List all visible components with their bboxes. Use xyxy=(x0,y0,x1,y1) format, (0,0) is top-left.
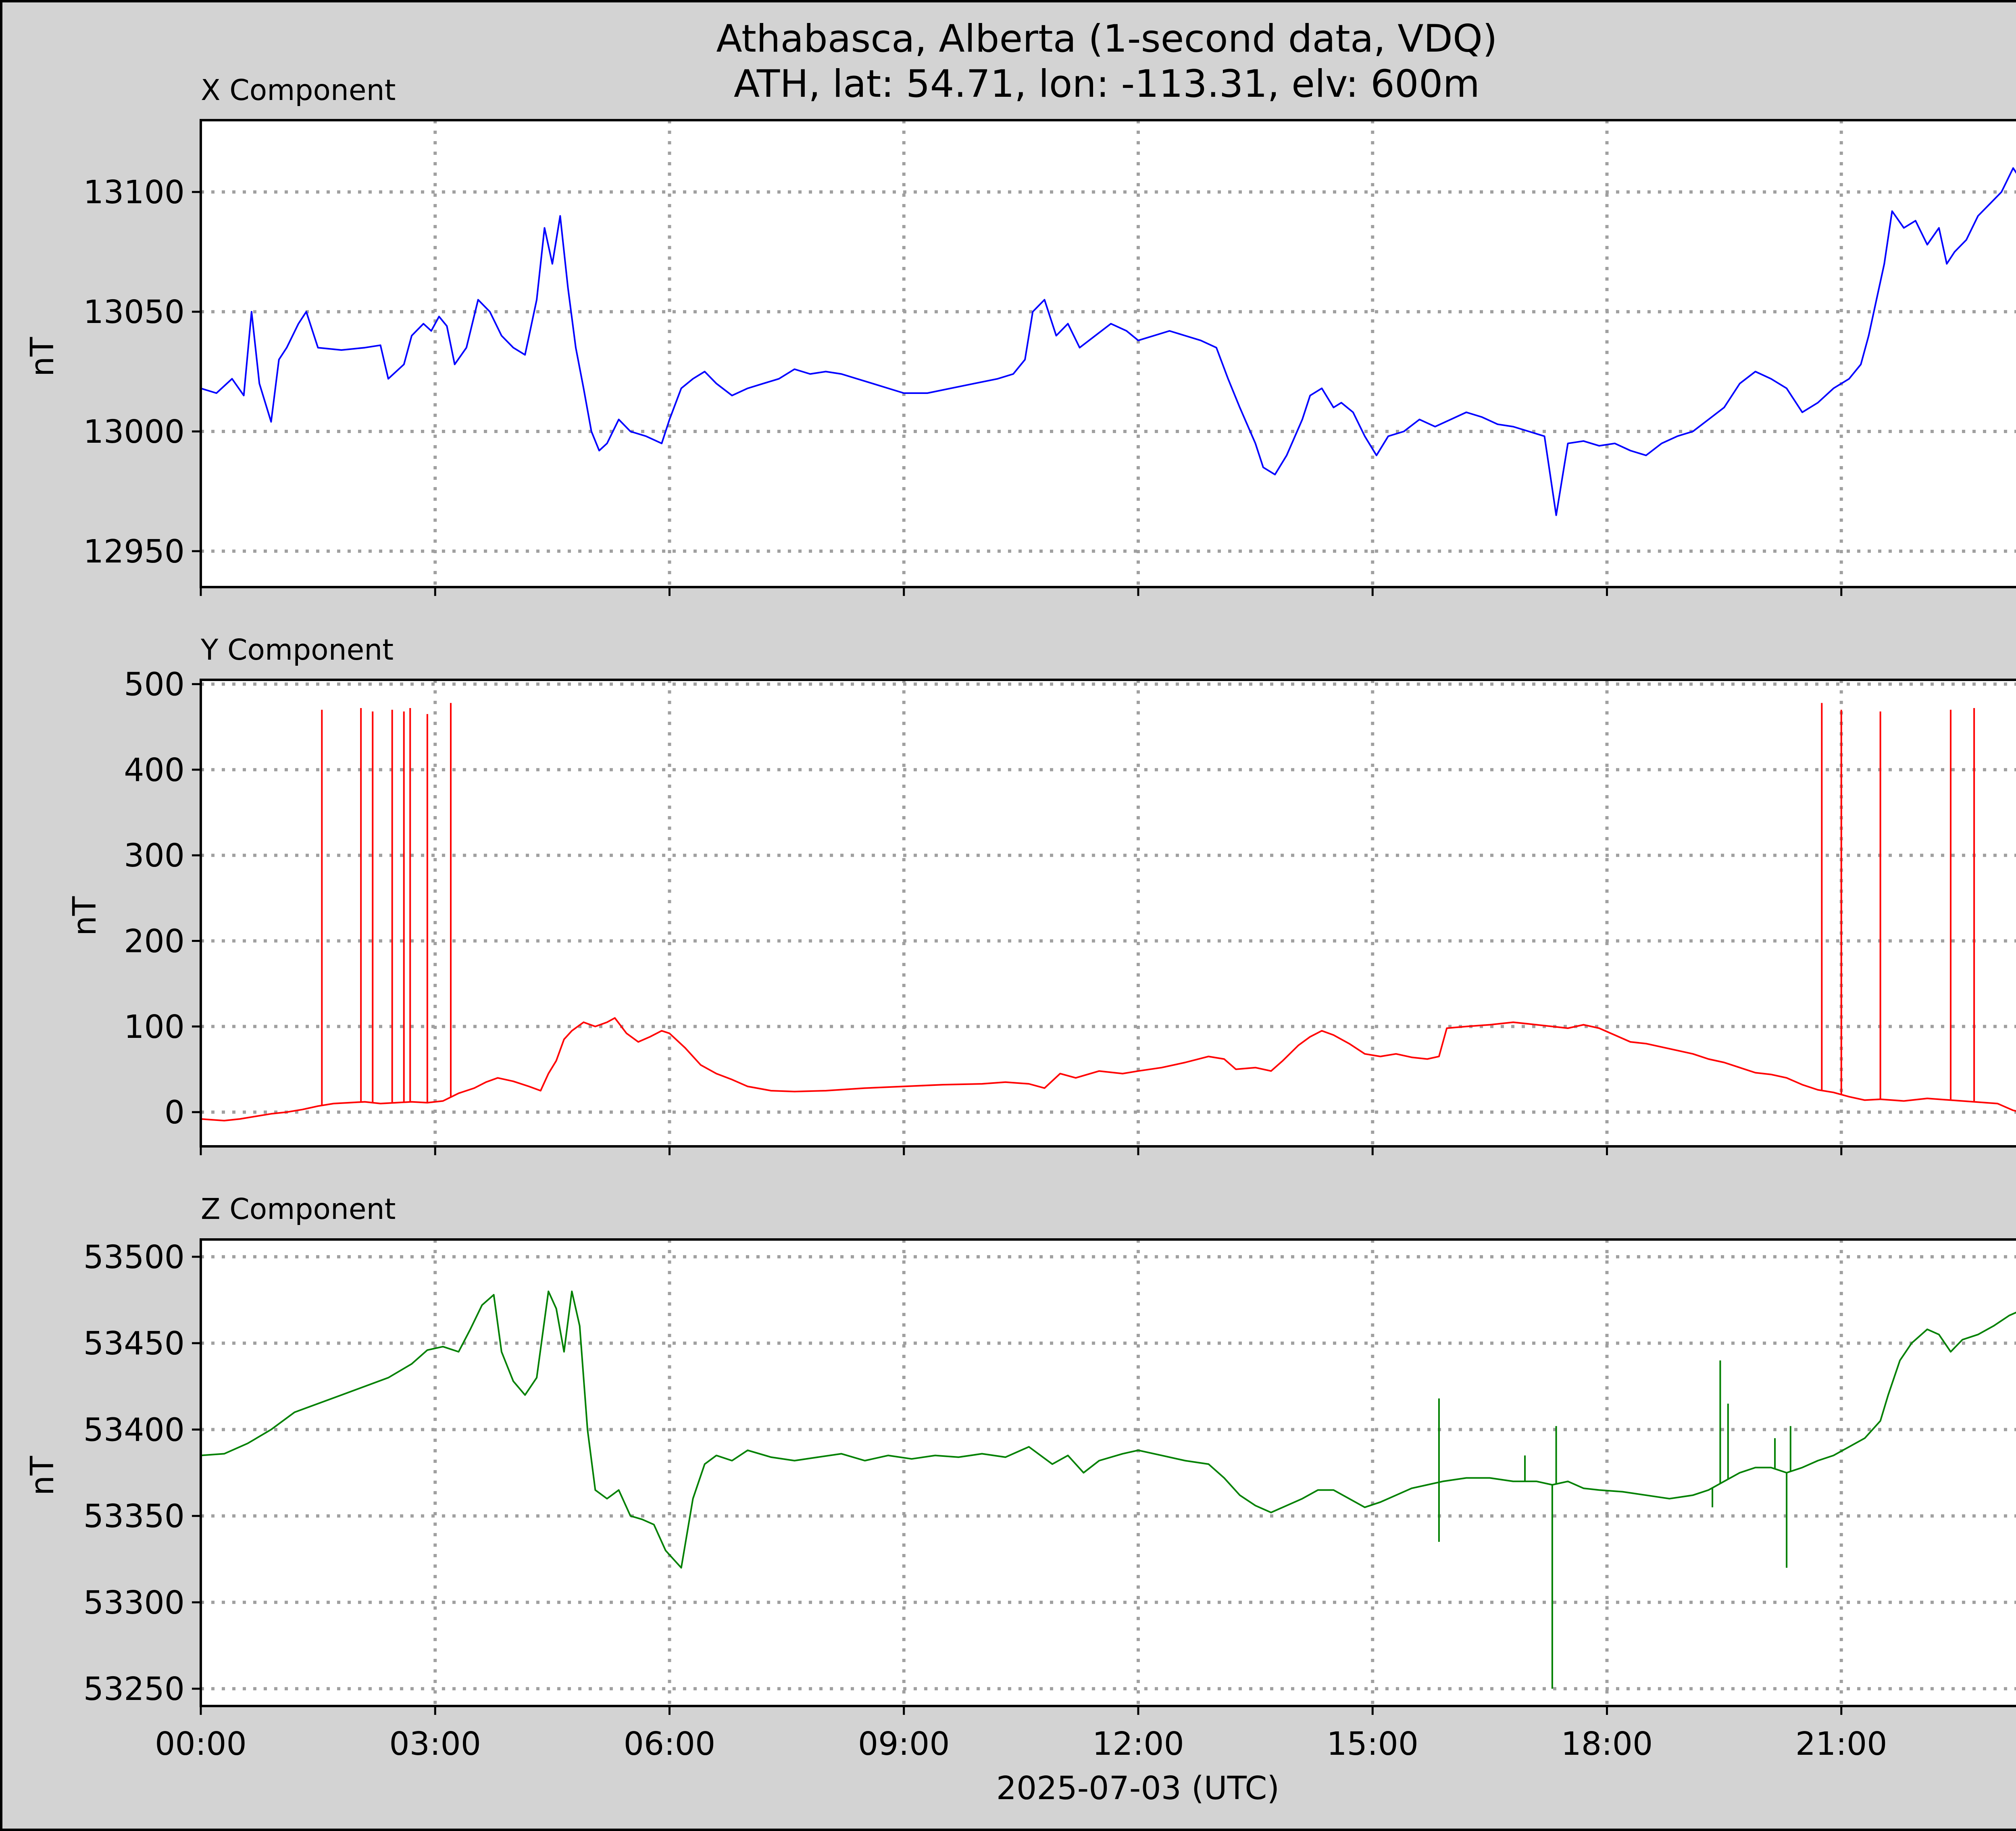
y-series-line xyxy=(200,1017,2016,1122)
z-component-title: Z Component xyxy=(201,1192,396,1226)
z-axes-frame xyxy=(200,1238,2016,1707)
x-plot-area xyxy=(201,120,2016,587)
x-axes-frame xyxy=(200,119,2016,588)
z-ytick-label: 53500 xyxy=(83,1239,185,1276)
x-series-line xyxy=(200,167,2016,516)
x-tick-label: 15:00 xyxy=(1327,1725,1418,1762)
z-ytick-label: 53400 xyxy=(83,1411,185,1448)
x-ytick-label: 13050 xyxy=(83,294,185,331)
x-tick-label: 00:00 xyxy=(155,1725,247,1762)
x-tick-label: 06:00 xyxy=(624,1725,716,1762)
z-ytick-label: 53300 xyxy=(83,1584,185,1621)
z-component-ylabel: nT xyxy=(24,1456,61,1496)
y-component-panel: Y Component nT 0 100 200 300 400 500 xyxy=(66,633,2016,1155)
y-ytick-label: 200 xyxy=(124,923,185,960)
x-axis-label: 2025-07-03 (UTC) xyxy=(996,1770,1279,1807)
y-ytick-label: 300 xyxy=(124,837,185,874)
x-component-axes: 12950 13000 13050 13100 xyxy=(83,119,2016,596)
z-ytick-label: 53250 xyxy=(83,1671,185,1708)
x-ytick-label: 13000 xyxy=(83,413,185,450)
z-series-line xyxy=(200,1290,2016,1569)
z-component-axes: 53250 53300 53350 53400 53450 53500 xyxy=(83,1238,2016,1715)
z-plot-area xyxy=(201,1239,2016,1706)
chart-title-line1: Athabasca, Alberta (1-second data, VDQ) xyxy=(716,17,1497,61)
x-tick-label: 03:00 xyxy=(389,1725,481,1762)
x-tick-label: 12:00 xyxy=(1092,1725,1184,1762)
x-ytick-label: 13100 xyxy=(83,174,185,211)
y-ytick-label: 0 xyxy=(165,1094,185,1131)
x-tick-labels: 00:00 03:00 06:00 09:00 12:00 15:00 18:00 21:00 xyxy=(155,1725,1887,1762)
x-tick-label: 21:00 xyxy=(1795,1725,1887,1762)
y-plot-area xyxy=(201,680,2016,1146)
x-component-panel: X Component nT 12950 13000 13050 13100 xyxy=(24,73,2016,596)
y-component-ylabel: nT xyxy=(66,896,103,936)
x-component-ylabel: nT xyxy=(24,337,61,377)
x-component-title: X Component xyxy=(201,73,396,107)
y-ytick-label: 500 xyxy=(124,666,185,703)
y-component-axes: 0 100 200 300 400 500 xyxy=(124,666,2016,1155)
x-tick-label: 18:00 xyxy=(1561,1725,1653,1762)
z-component-panel: Z Component nT 53250 53300 53350 53400 53450… xyxy=(24,1192,2016,1715)
z-ytick-label: 53450 xyxy=(83,1325,185,1362)
chart-title-line2: ATH, lat: 54.71, lon: -113.31, elv: 600m xyxy=(734,62,1480,106)
x-tick-label: 09:00 xyxy=(858,1725,950,1762)
x-ytick-label: 12950 xyxy=(83,533,185,570)
y-ytick-label: 100 xyxy=(124,1008,185,1046)
y-component-title: Y Component xyxy=(200,633,394,667)
z-ytick-label: 53350 xyxy=(83,1498,185,1535)
y-axes-frame xyxy=(200,679,2016,1148)
y-ytick-label: 400 xyxy=(124,752,185,789)
